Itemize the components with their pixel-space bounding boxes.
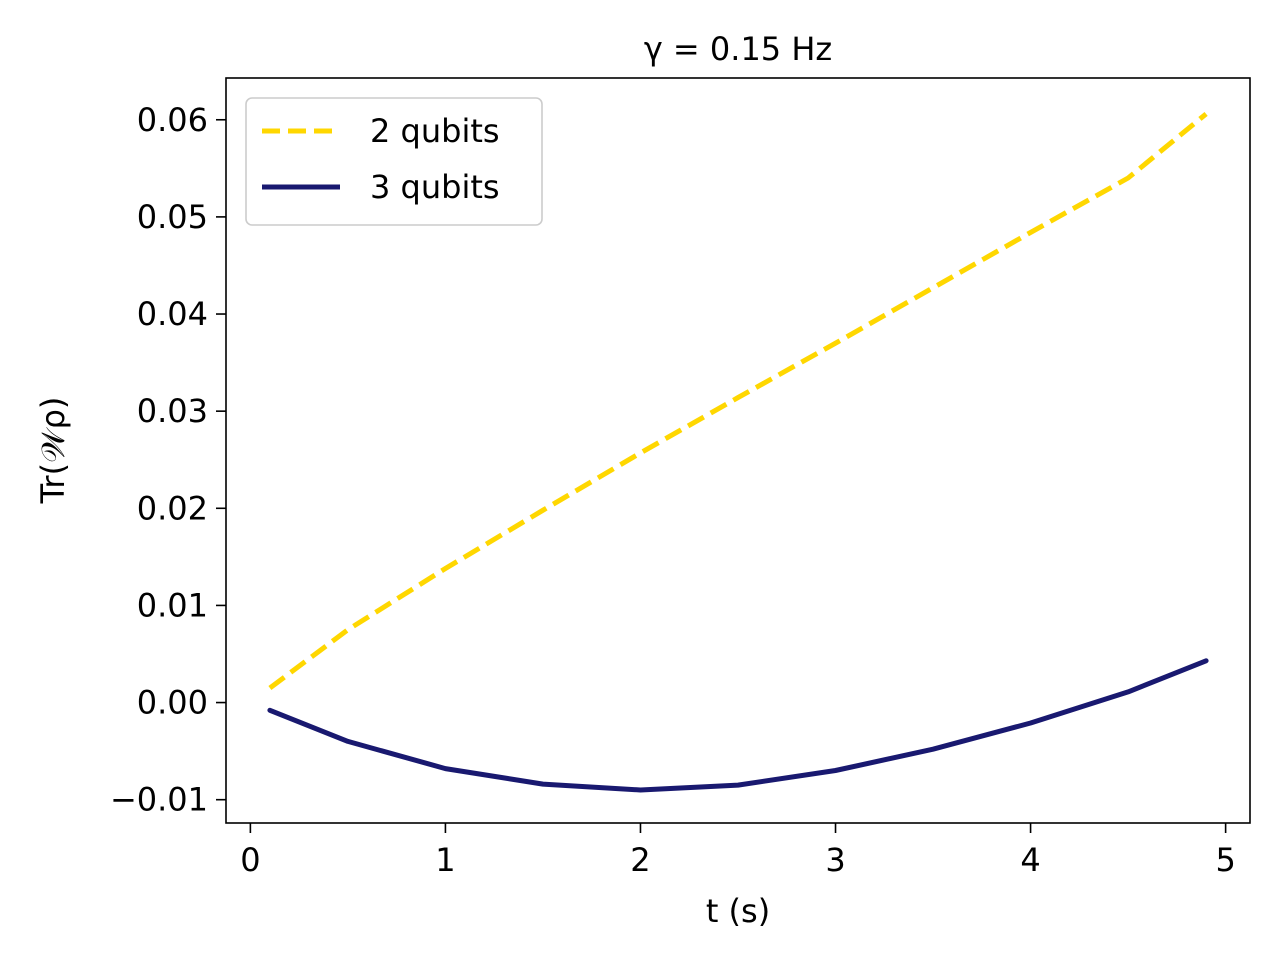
legend-label-1: 2 qubits xyxy=(370,112,500,150)
y-tick-label: 0.03 xyxy=(137,392,208,430)
x-tick-label: 4 xyxy=(1020,841,1040,879)
y-tick-label: 0.01 xyxy=(137,586,208,624)
y-tick-label: 0.02 xyxy=(137,489,208,527)
series-line-2 xyxy=(267,658,1209,793)
x-tick-label: 5 xyxy=(1215,841,1235,879)
plot-area xyxy=(267,111,1209,793)
x-tick-label: 3 xyxy=(825,841,845,879)
x-tick-label: 2 xyxy=(630,841,650,879)
x-tick-label: 1 xyxy=(435,841,455,879)
y-tick-label: 0.00 xyxy=(137,684,208,722)
legend: 2 qubits 3 qubits xyxy=(245,97,543,226)
y-axis-label: Tr(𝒲ρ) xyxy=(34,397,72,505)
y-tick-label: 0.06 xyxy=(137,101,208,139)
legend-label-2: 3 qubits xyxy=(370,168,500,206)
y-axis: −0.01 0.00 0.01 0.02 0.03 0.04 0.05 0.06 xyxy=(110,101,226,819)
axes-frame xyxy=(225,77,1251,824)
y-tick-label: 0.05 xyxy=(137,198,208,236)
x-axis: 0 1 2 3 4 5 xyxy=(240,823,1236,879)
series-line-1 xyxy=(268,111,1208,691)
chart-title: γ = 0.15 Hz xyxy=(644,30,832,68)
y-tick-label: 0.04 xyxy=(137,295,208,333)
y-tick-label: −0.01 xyxy=(110,781,208,819)
x-axis-label: t (s) xyxy=(706,892,770,930)
x-tick-label: 0 xyxy=(240,841,260,879)
